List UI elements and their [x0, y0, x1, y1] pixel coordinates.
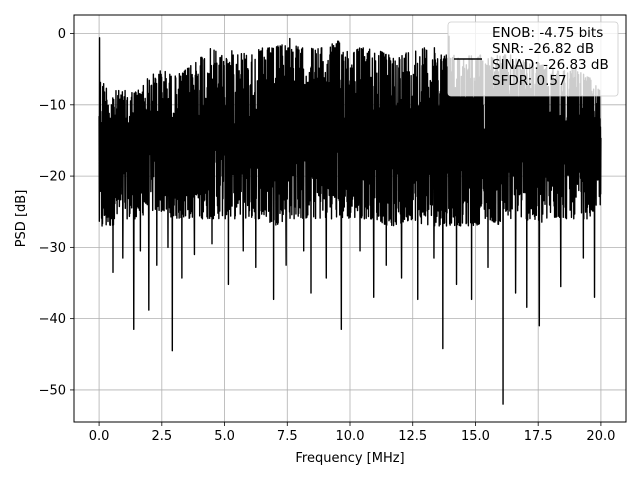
x-tick-label: 5.0	[214, 429, 235, 444]
psd-trace	[98, 35, 602, 405]
legend-entry: SNR: -26.82 dB	[492, 41, 594, 57]
x-tick-label: 17.5	[524, 429, 553, 444]
x-tick-label: 2.5	[151, 429, 172, 444]
psd-line	[98, 35, 602, 405]
y-tick-label: −10	[39, 98, 66, 113]
legend-entry: ENOB: -4.75 bits	[492, 25, 603, 41]
x-tick-label: 10.0	[336, 429, 365, 444]
x-tick-label: 15.0	[461, 429, 490, 444]
y-tick-label: −40	[39, 312, 66, 327]
legend-box	[447, 21, 619, 97]
x-axis-ticks: 0.0 2.5 5.0 7.5 10.0 12.5 15.0 17.5 20.0	[89, 422, 615, 444]
y-tick-label: 0	[58, 27, 66, 42]
x-tick-label: 0.0	[89, 429, 110, 444]
legend-entry: SINAD: -26.83 dB	[492, 57, 609, 73]
x-tick-label: 20.0	[586, 429, 615, 444]
y-tick-label: −20	[39, 170, 66, 185]
x-tick-label: 7.5	[277, 429, 298, 444]
y-tick-label: −50	[39, 383, 66, 398]
x-axis-label: Frequency [MHz]	[295, 451, 404, 466]
y-tick-label: −30	[39, 241, 66, 256]
y-axis-label: PSD [dB]	[14, 190, 29, 248]
legend-entry: SFDR: 0.57	[492, 73, 567, 89]
y-axis-ticks: 0 −10 −20 −30 −40 −50	[39, 27, 74, 398]
x-tick-label: 12.5	[398, 429, 427, 444]
